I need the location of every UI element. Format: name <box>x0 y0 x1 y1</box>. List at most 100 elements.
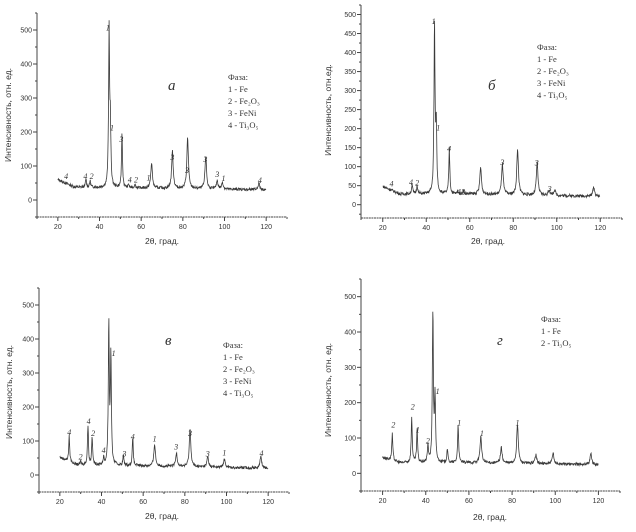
legend-title: Фаза: <box>541 314 561 324</box>
peak-label: 3 <box>173 443 178 452</box>
legend-entry: 4 - Ti₃O₅ <box>228 120 259 130</box>
y-tick-label: 400 <box>22 337 34 344</box>
peak-label: 1 <box>112 349 116 358</box>
legend-entry: 3 - FeNi <box>223 376 252 386</box>
peak-label: 1 <box>515 419 519 428</box>
peak-label: 1 <box>436 387 440 396</box>
peak-label: 4 <box>131 432 135 441</box>
peak-label: 4 <box>128 175 132 184</box>
y-axis-title: Интенсивность, отн. ед. <box>3 68 13 162</box>
y-tick-label: 300 <box>344 88 356 95</box>
x-tick-label: 20 <box>379 225 387 232</box>
y-tick-label: 0 <box>352 471 356 478</box>
peak-label: 3 <box>214 170 219 179</box>
peak-label: 3 <box>499 158 504 167</box>
x-tick-label: 80 <box>179 224 187 231</box>
peak-label: 1 <box>146 173 150 182</box>
peak-label: 2 <box>461 187 465 196</box>
legend-entry: 1 - Fe <box>537 54 557 64</box>
x-tick-label: 60 <box>466 225 474 232</box>
chart-panel-а: 20 40 60 80 100 120 0 100 200 300 400 500 2θ, град. И… <box>3 12 288 246</box>
peak-label: 1 <box>110 123 114 132</box>
y-tick-label: 200 <box>344 400 356 407</box>
legend-title: Фаза: <box>223 340 243 350</box>
y-axis-title: Интенсивность, отн.ед. <box>323 64 333 156</box>
peak-label: 2 <box>426 436 430 445</box>
y-axis-title: Интенсивность, отн. ед. <box>4 345 14 439</box>
y-tick-label: 100 <box>20 164 32 171</box>
panel-letter: а <box>168 78 176 94</box>
legend-entry: 4 - Ti₃O₅ <box>223 388 254 398</box>
x-tick-label: 100 <box>549 498 561 505</box>
x-tick-label: 40 <box>422 225 430 232</box>
peak-label: 2 <box>90 172 94 181</box>
y-tick-label: 300 <box>344 365 356 372</box>
y-tick-label: 0 <box>28 198 32 205</box>
peak-label: 1 <box>432 17 436 26</box>
legend-entry: 2 - Fe₂O₃ <box>228 96 260 106</box>
y-tick-label: 200 <box>344 126 356 133</box>
chart-panel-г: 20 40 60 80 100 120 0 100 200 300 400 500 2θ, град. И… <box>323 278 621 522</box>
x-tick-label: 120 <box>260 224 272 231</box>
x-tick-label: 120 <box>262 499 274 506</box>
peak-label: 4 <box>258 176 262 185</box>
x-tick-label: 40 <box>422 498 430 505</box>
y-tick-label: 200 <box>20 130 32 137</box>
x-axis-title: 2θ, град. <box>145 511 179 521</box>
diffraction-line <box>382 311 599 467</box>
peak-label: 3 <box>121 449 126 458</box>
x-tick-label: 20 <box>56 499 64 506</box>
diffraction-line <box>59 318 269 471</box>
peak-label: 3 <box>187 429 192 438</box>
y-axis-title: Интенсивность, отн. ед. <box>323 343 333 437</box>
y-tick-label: 100 <box>344 436 356 443</box>
peak-label: 2 <box>91 429 95 438</box>
peak-label: 4 <box>83 172 87 181</box>
peak-label: 4 <box>457 187 461 196</box>
peak-label: 3 <box>547 184 552 193</box>
x-tick-label: 80 <box>181 499 189 506</box>
panel-letter: г <box>497 333 503 349</box>
x-tick-label: 60 <box>139 499 147 506</box>
peak-label: 1 <box>480 429 484 438</box>
legend-entry: 3 - FeNi <box>537 78 566 88</box>
x-tick-label: 40 <box>96 224 104 231</box>
peak-label: 4 <box>64 172 68 181</box>
y-tick-label: 300 <box>20 96 32 103</box>
peak-label: 4 <box>389 179 393 188</box>
peak-label: 1 <box>416 426 420 435</box>
x-tick-label: 60 <box>137 224 145 231</box>
y-tick-label: 500 <box>22 303 34 310</box>
y-tick-label: 150 <box>344 145 356 152</box>
peak-label: 4 <box>87 417 91 426</box>
peak-label: 2 <box>134 175 138 184</box>
x-tick-label: 40 <box>98 499 106 506</box>
y-tick-label: 250 <box>344 107 356 114</box>
x-tick-label: 80 <box>509 225 517 232</box>
legend-entry: 4 - Ti₃O₅ <box>537 90 568 100</box>
x-tick-label: 120 <box>593 498 605 505</box>
peak-label: 3 <box>534 159 539 168</box>
diffraction-line <box>382 20 601 199</box>
peak-label: 3 <box>202 155 207 164</box>
legend-entry: 2 - Ti₃O₅ <box>541 338 572 348</box>
legend-entry: 1 - Fe <box>223 352 243 362</box>
peak-label: 1 <box>436 124 440 133</box>
x-tick-label: 20 <box>379 498 387 505</box>
y-tick-label: 0 <box>30 473 34 480</box>
y-tick-label: 400 <box>344 330 356 337</box>
peak-label: 3 <box>169 153 174 162</box>
peak-label: 1 <box>153 435 157 444</box>
y-tick-label: 500 <box>344 294 356 301</box>
peak-label: 2 <box>415 179 419 188</box>
panel-letter: б <box>488 78 496 94</box>
legend-title: Фаза: <box>228 72 248 82</box>
peak-label: 4 <box>102 446 106 455</box>
peak-label: 3 <box>184 166 189 175</box>
peak-label: 4 <box>67 428 71 437</box>
legend-title: Фаза: <box>537 42 557 52</box>
y-tick-label: 200 <box>22 405 34 412</box>
x-tick-label: 100 <box>219 224 231 231</box>
peak-label: 4 <box>447 144 451 153</box>
